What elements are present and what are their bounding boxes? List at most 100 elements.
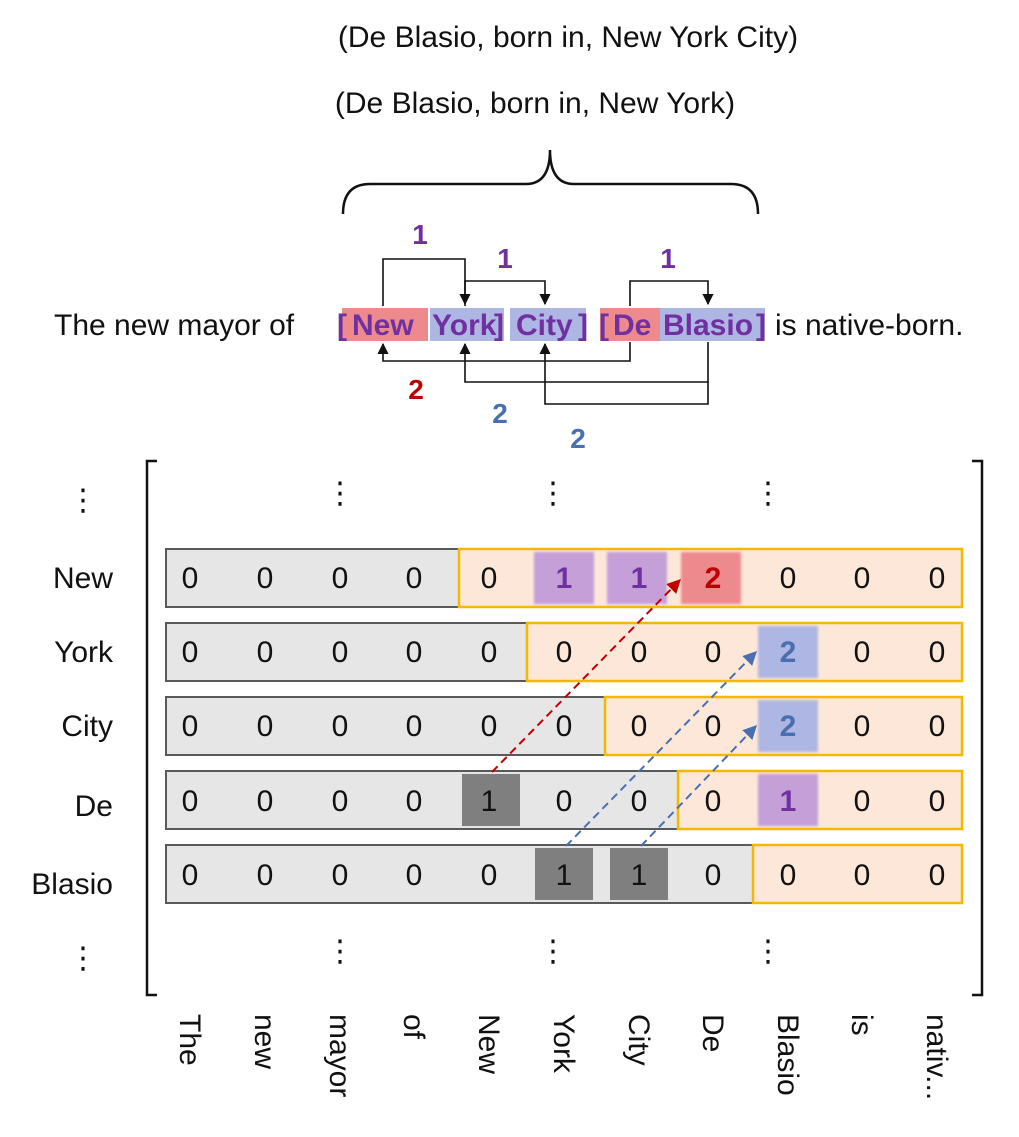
- cell-city-is-9: 0: [854, 710, 871, 743]
- cell-blasio-york-5: 1: [556, 859, 573, 892]
- bracket-close-2: ]: [578, 309, 588, 342]
- matrix-left-bracket: [145, 459, 157, 997]
- cell-new-native-10: 0: [929, 562, 946, 595]
- cell-blasio-is-9: 0: [854, 859, 871, 892]
- cell-blasio-new-1: 0: [257, 859, 274, 892]
- cell-york-mayor-2: 0: [332, 636, 349, 669]
- cell-hl-blasio-york: [535, 848, 593, 900]
- row-label-blasio: Blasio: [31, 868, 113, 901]
- token-blasio: Blasio: [663, 309, 753, 342]
- region-de: [676, 769, 964, 831]
- ellipsis-col-york-bottom: ⋮: [538, 935, 568, 968]
- link-de-to-blasio: [629, 280, 714, 306]
- cell-de-blasio-8: 1: [780, 785, 797, 818]
- cell-blasio-of-3: 0: [406, 859, 423, 892]
- cell-hl-blasio-city: [610, 848, 668, 900]
- cell-new-city-6: 1: [631, 562, 648, 595]
- cell-blasio-blasio-8: 0: [780, 859, 797, 892]
- cell-york-york-5: 0: [556, 636, 573, 669]
- cell-de-york-5: 0: [556, 785, 573, 818]
- cell-new-blasio-8: 0: [780, 562, 797, 595]
- column-label-of-3: of: [397, 1014, 430, 1040]
- cell-de-the-0: 0: [182, 785, 199, 818]
- token-new: New: [352, 309, 414, 342]
- token-de: De: [613, 309, 651, 342]
- cell-hl-de-blasio: [758, 774, 818, 826]
- cell-new-york-5: 1: [556, 562, 573, 595]
- label-new-york-link: 1: [412, 219, 428, 250]
- cell-new-mayor-2: 0: [332, 562, 349, 595]
- link-blasio-to-york: [459, 342, 709, 383]
- cell-city-city-6: 0: [631, 710, 648, 743]
- row-label-de: De: [75, 790, 113, 823]
- cell-de-of-3: 0: [406, 785, 423, 818]
- cell-city-new-1: 0: [257, 710, 274, 743]
- triple-new-york-city: (De Blasio, born in, New York City): [338, 21, 798, 54]
- link-york-to-city: [464, 280, 551, 306]
- bracket-open-1: [: [337, 309, 347, 342]
- ellipsis-col-mayor-bottom: ⋮: [325, 935, 355, 968]
- ellipsis-col-blasio-top: ⋮: [753, 477, 783, 510]
- cell-de-new-4: 1: [481, 785, 498, 818]
- cell-city-de-7: 0: [705, 710, 722, 743]
- region-blasio: [751, 843, 964, 905]
- cell-york-native-10: 0: [929, 636, 946, 669]
- cell-de-native-10: 0: [929, 785, 946, 818]
- bracket-close-1: ]: [494, 309, 504, 342]
- cell-york-blasio-8: 2: [780, 636, 797, 669]
- label-blasio-york-link: 2: [492, 398, 508, 429]
- column-label-new-4: New: [472, 1014, 505, 1074]
- token-york: York: [432, 309, 497, 342]
- link-de-to-new: [377, 342, 631, 362]
- cell-blasio-de-7: 0: [705, 859, 722, 892]
- column-label-native-10: nativ...: [920, 1014, 953, 1100]
- column-labels: The new mayor of New York City De Blasio is nativ.…: [173, 1014, 953, 1100]
- cell-blasio-native-10: 0: [929, 859, 946, 892]
- highlight-de: [600, 308, 660, 341]
- cell-blasio-city-6: 1: [631, 859, 648, 892]
- label-de-blasio-link: 1: [660, 243, 676, 274]
- bracket-open-2: [: [599, 309, 609, 342]
- mapping-arrow-de-new: [491, 578, 681, 773]
- cell-york-the-0: 0: [182, 636, 199, 669]
- cell-city-york-5: 0: [556, 710, 573, 743]
- cell-blasio-the-0: 0: [182, 859, 199, 892]
- highlight-york: [430, 308, 504, 341]
- matrix-cells: 0 0 0 0 0 1 1 2 0 0 0 0 0 0 0 0 0 0 0 2 0 0 0 0 0 0 0 0 0 0 2 0 0 0 0 0 0 1 0 0…: [182, 562, 946, 892]
- ellipsis-rows-top: ⋮: [68, 484, 98, 517]
- row-label-york: York: [54, 636, 114, 669]
- cell-de-mayor-2: 0: [332, 785, 349, 818]
- highlight-blasio: [660, 308, 765, 341]
- cell-new-of-3: 0: [406, 562, 423, 595]
- cell-hl-city-blasio: [758, 700, 818, 752]
- column-label-york-5: York: [547, 1014, 580, 1074]
- region-york: [525, 621, 964, 683]
- cell-city-native-10: 0: [929, 710, 946, 743]
- cell-york-de-7: 0: [705, 636, 722, 669]
- cell-blasio-new-4: 0: [481, 859, 498, 892]
- column-label-blasio-8: Blasio: [771, 1014, 804, 1096]
- ellipsis-col-york-top: ⋮: [538, 477, 568, 510]
- link-new-to-york: [382, 258, 471, 306]
- cell-new-new-1: 0: [257, 562, 274, 595]
- cell-hl-de-new: [462, 774, 520, 826]
- cell-york-is-9: 0: [854, 636, 871, 669]
- cell-new-de-7: 2: [705, 562, 722, 595]
- mapping-arrow-blasio-city: [640, 724, 757, 847]
- column-label-the-0: The: [173, 1014, 206, 1066]
- cell-york-new-4: 0: [481, 636, 498, 669]
- cell-hl-new-york: [534, 552, 594, 604]
- cell-blasio-mayor-2: 0: [332, 859, 349, 892]
- cell-york-new-1: 0: [257, 636, 274, 669]
- sentence-prefix: The new mayor of: [54, 309, 295, 342]
- highlight-new: [342, 308, 428, 341]
- cell-new-the-0: 0: [182, 562, 199, 595]
- grouping-brace: [341, 149, 760, 215]
- sentence-suffix: is native-born.: [775, 309, 963, 342]
- mapping-arrow-blasio-york: [565, 650, 757, 847]
- cell-york-of-3: 0: [406, 636, 423, 669]
- matrix-right-bracket: [972, 459, 984, 997]
- row-label-city: City: [61, 710, 113, 743]
- row-label-new: New: [53, 562, 113, 595]
